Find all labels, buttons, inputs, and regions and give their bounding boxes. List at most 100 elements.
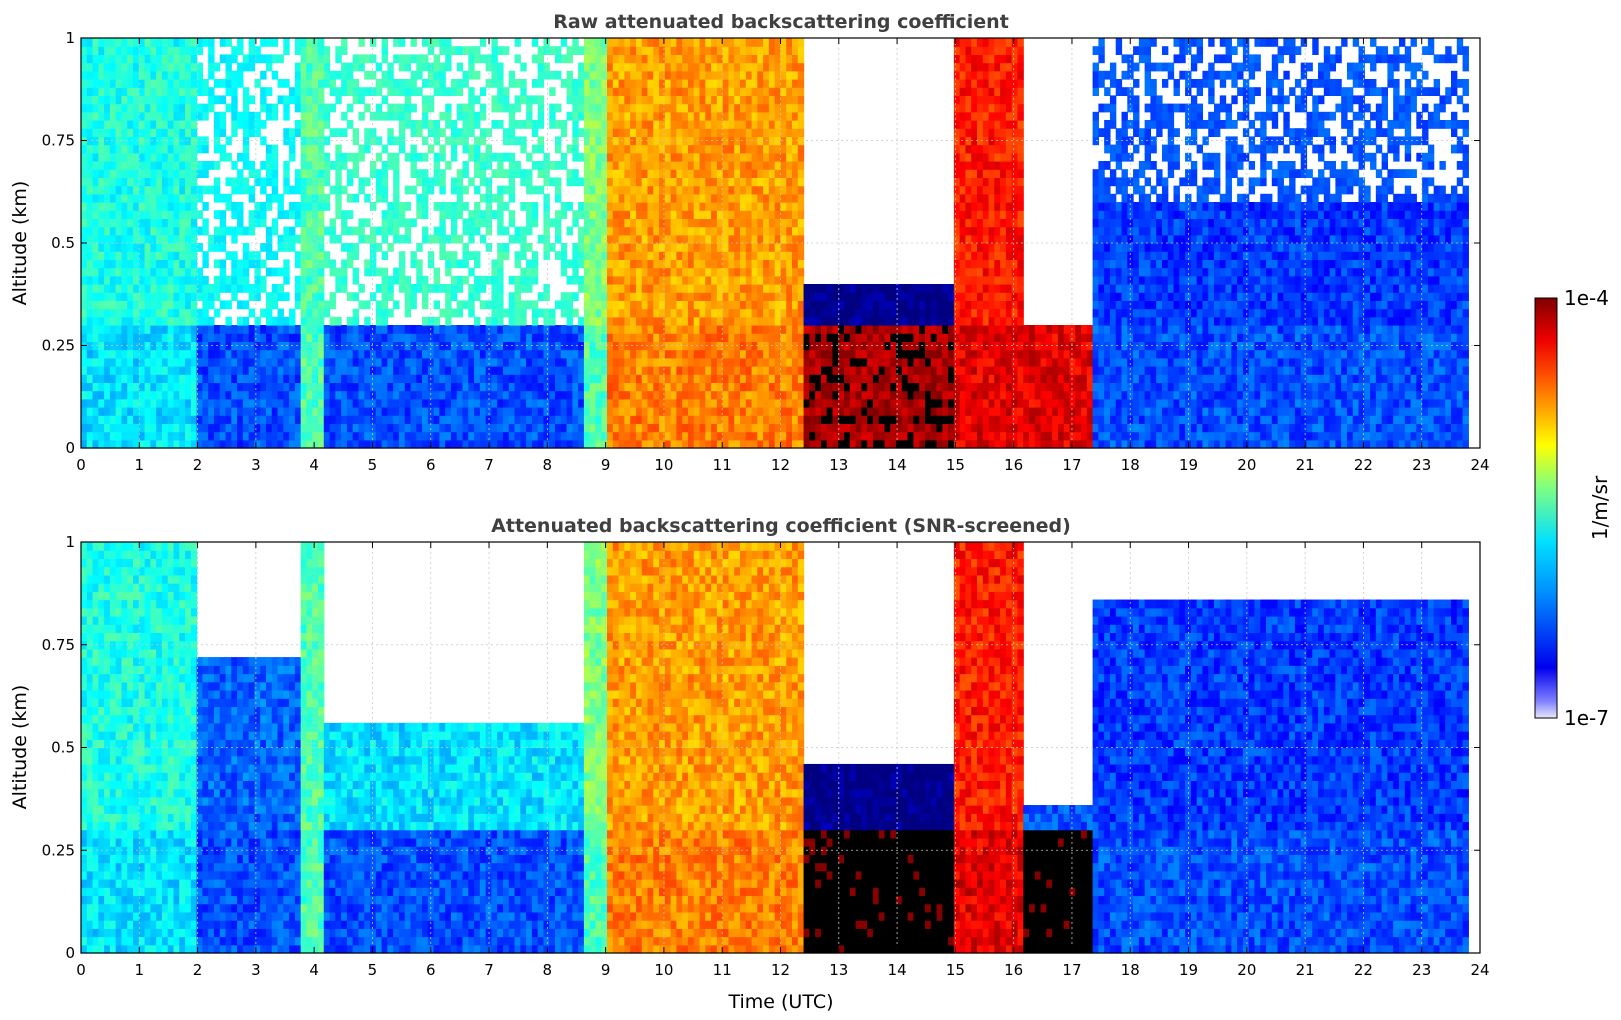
heatmap-cell <box>375 374 383 383</box>
heatmap-cell <box>520 226 527 236</box>
heatmap-cell <box>734 120 741 129</box>
heatmap-cell <box>242 111 250 121</box>
heatmap-cell <box>387 439 394 449</box>
heatmap-cell <box>156 95 163 105</box>
heatmap-cell <box>133 38 140 47</box>
heatmap-cell <box>294 423 302 433</box>
heatmap-cell <box>682 390 689 400</box>
heatmap-cell <box>98 267 105 277</box>
heatmap-cell <box>641 202 649 211</box>
heatmap-cell <box>318 423 325 433</box>
heatmap-cell <box>219 415 227 424</box>
heatmap-cell <box>138 349 146 359</box>
heatmap-cell <box>167 357 175 367</box>
heatmap-cell <box>641 87 649 96</box>
heatmap-cell <box>618 46 625 55</box>
heatmap-cell <box>450 284 458 293</box>
heatmap-cell <box>676 38 683 47</box>
heatmap-cell <box>98 161 105 170</box>
heatmap-cell <box>242 423 250 433</box>
heatmap-cell <box>578 95 585 105</box>
heatmap-cell <box>641 111 649 121</box>
heatmap-cell <box>381 407 388 416</box>
heatmap-cell <box>167 251 175 260</box>
heatmap-cell <box>439 308 446 318</box>
heatmap-cell <box>676 103 683 113</box>
heatmap-cell <box>566 407 573 416</box>
heatmap-cell <box>185 161 192 170</box>
heatmap-cell <box>502 128 510 137</box>
heatmap-cell <box>502 46 510 55</box>
heatmap-cell <box>612 407 620 416</box>
heatmap-cell <box>306 87 313 96</box>
heatmap-cell <box>728 193 735 203</box>
heatmap-cell <box>306 185 313 195</box>
heatmap-cell <box>745 128 753 137</box>
heatmap-cell <box>664 349 672 359</box>
heatmap-cell <box>462 128 469 137</box>
heatmap-cell <box>387 308 394 318</box>
heatmap-cell <box>271 407 279 416</box>
heatmap-cell <box>589 210 597 219</box>
heatmap-cell <box>653 177 660 187</box>
heatmap-cell <box>115 366 123 375</box>
heatmap-cell <box>612 54 620 64</box>
heatmap-cell <box>705 152 712 162</box>
heatmap-cell <box>757 177 764 187</box>
heatmap-cell <box>497 210 504 219</box>
heatmap-cell <box>589 193 597 203</box>
heatmap-cell <box>150 161 157 170</box>
heatmap-cell <box>763 325 770 334</box>
heatmap-cell <box>739 333 747 342</box>
heatmap-cell <box>711 382 718 392</box>
heatmap-cell <box>196 366 203 375</box>
heatmap-cell <box>664 374 672 383</box>
heatmap-cell <box>635 210 643 219</box>
heatmap-cell <box>705 185 712 195</box>
heatmap-cell <box>289 407 296 416</box>
heatmap-cell <box>693 284 701 293</box>
heatmap-cell <box>560 366 568 375</box>
heatmap-cell <box>751 210 758 219</box>
heatmap-cell <box>294 79 302 88</box>
heatmap-cell <box>306 284 313 293</box>
heatmap-cell <box>161 38 169 47</box>
heatmap-cell <box>150 374 157 383</box>
heatmap-cell <box>751 218 758 228</box>
heatmap-cell <box>479 341 487 351</box>
heatmap-cell <box>202 169 209 178</box>
heatmap-cell <box>248 111 256 121</box>
heatmap-cell <box>745 325 753 334</box>
heatmap-cell <box>630 415 637 424</box>
heatmap-cell <box>433 374 440 383</box>
heatmap-cell <box>641 366 649 375</box>
heatmap-cell <box>81 316 88 326</box>
heatmap-cell <box>763 382 770 392</box>
heatmap-cell <box>450 218 458 228</box>
heatmap-cell <box>728 382 735 392</box>
heatmap-cell <box>254 398 261 408</box>
heatmap-cell <box>578 46 585 55</box>
heatmap-cell <box>306 38 313 47</box>
heatmap-cell <box>179 398 186 408</box>
heatmap-cell <box>474 349 481 359</box>
heatmap-cell <box>474 54 481 64</box>
heatmap-cell <box>294 218 302 228</box>
heatmap-cell <box>607 202 614 211</box>
heatmap-cell <box>757 284 764 293</box>
heatmap-cell <box>676 439 683 449</box>
heatmap-cell <box>705 128 712 137</box>
heatmap-cell <box>578 79 585 88</box>
heatmap-cell <box>618 374 625 383</box>
heatmap-cell <box>537 120 545 129</box>
heatmap-cell <box>653 202 660 211</box>
heatmap-cell <box>104 87 111 96</box>
heatmap-cell <box>416 374 423 383</box>
heatmap-cell <box>479 193 487 203</box>
heatmap-cell <box>549 390 556 400</box>
heatmap-cell <box>531 259 539 269</box>
heatmap-cell <box>595 62 602 72</box>
heatmap-cell <box>739 218 747 228</box>
heatmap-cell <box>641 136 649 146</box>
heatmap-cell <box>312 308 319 318</box>
